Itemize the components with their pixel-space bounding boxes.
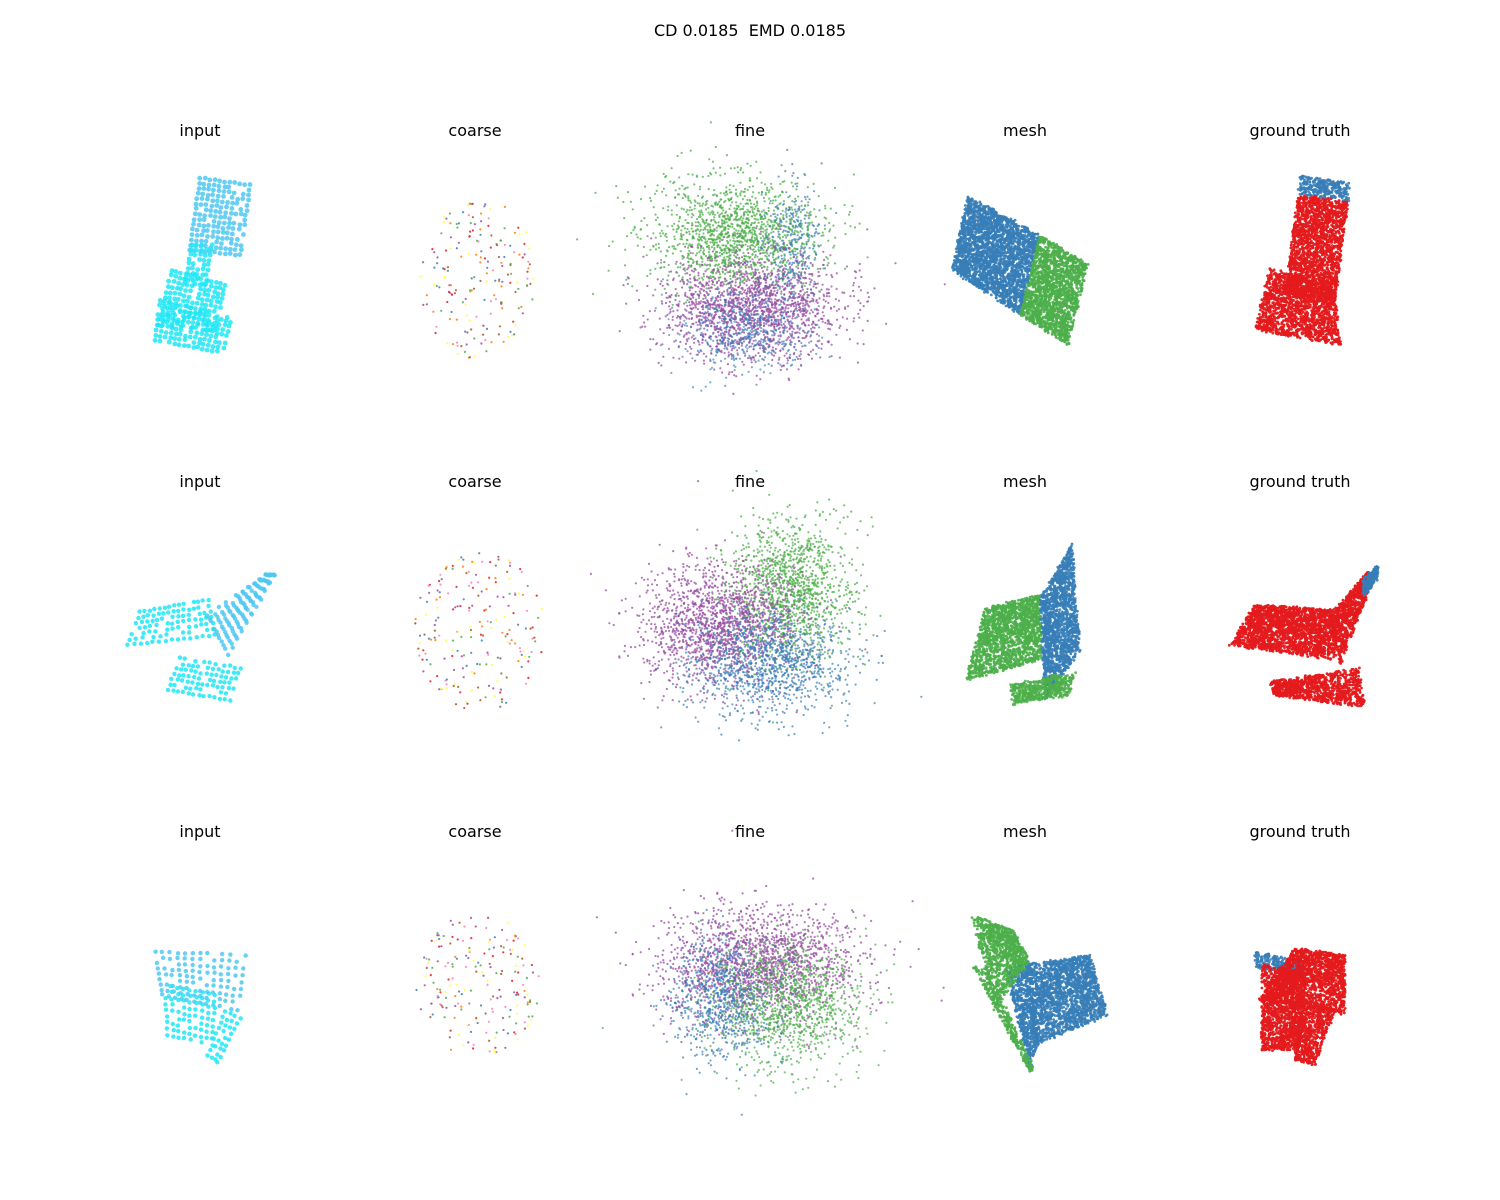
panel-r3-input [153,950,247,1065]
panel-r1-mesh [951,196,1090,346]
panel-r2-mesh [966,543,1082,707]
panel-r3-fine [596,830,945,1116]
panel-r1-fine [576,121,946,395]
panel-r2-fine [590,470,923,742]
panel-r2-input [125,572,277,703]
panel-r1-input [153,176,253,354]
panel-r1-ground-truth [1255,175,1351,346]
panel-r2-coarse [414,552,543,709]
panel-r3-coarse [415,917,539,1054]
panel-r3-mesh [971,916,1109,1073]
panel-r1-coarse [420,203,535,359]
panel-r3-ground-truth [1253,948,1346,1067]
panel-r2-ground-truth [1228,565,1380,707]
